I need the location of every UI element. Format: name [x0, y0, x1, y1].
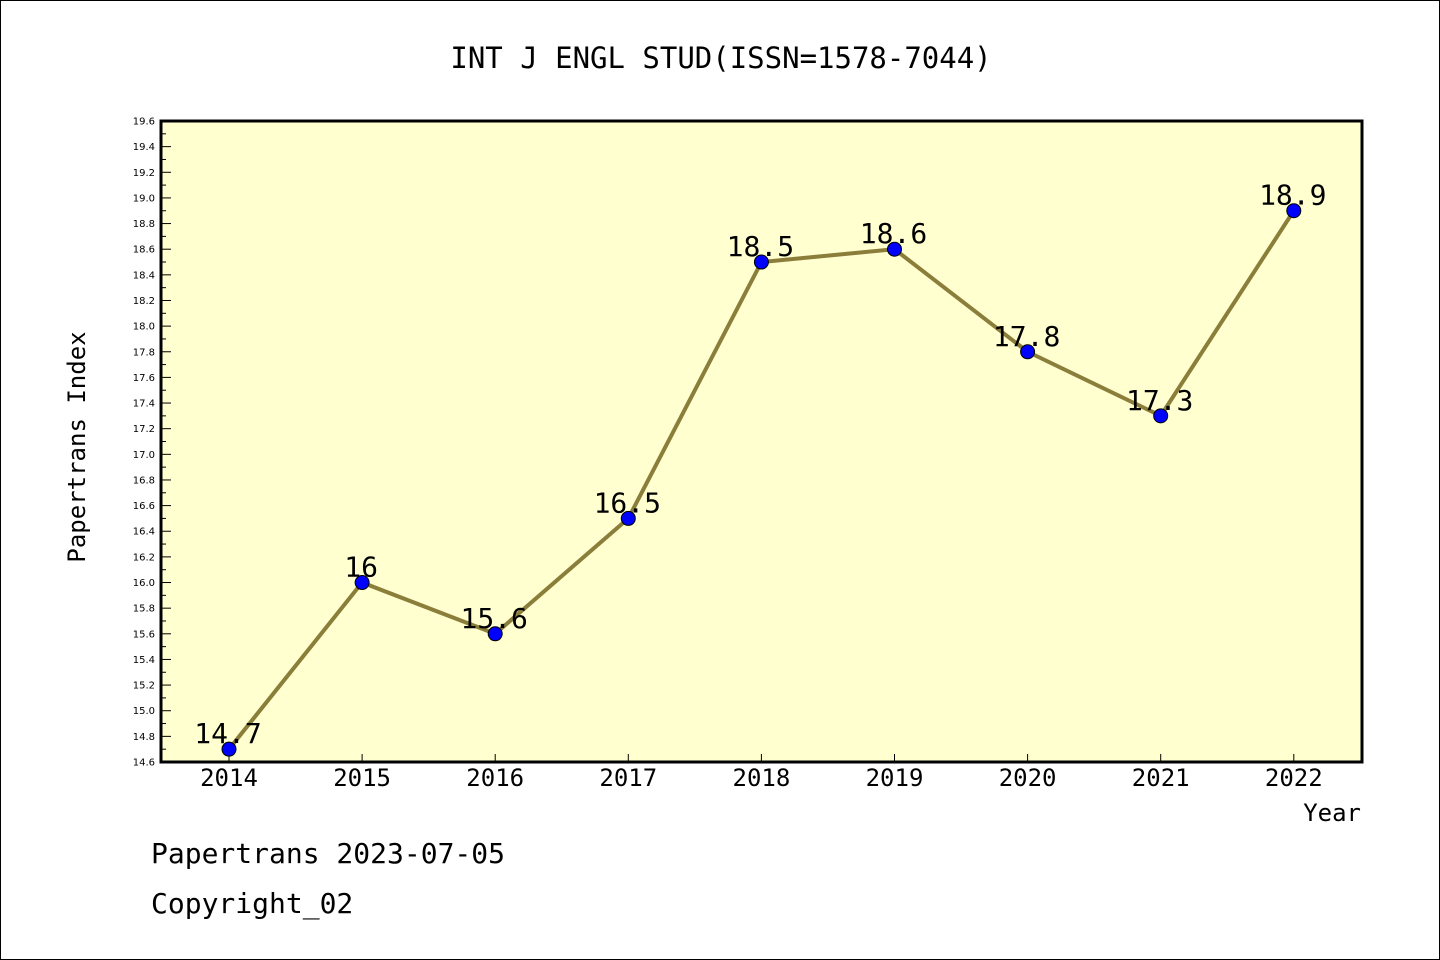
y-tick-label: 16.0 — [133, 578, 155, 589]
data-label: 18.6 — [860, 217, 927, 250]
data-label: 16.5 — [594, 486, 661, 519]
x-tick-label: 2016 — [466, 764, 524, 792]
chart-title: INT J ENGL STUD(ISSN=1578-7044) — [450, 41, 991, 75]
y-tick-label: 19.4 — [133, 142, 155, 153]
data-point — [753, 254, 769, 270]
y-tick-label: 17.2 — [133, 424, 155, 435]
y-tick-label: 18.4 — [133, 270, 155, 281]
footer-copyright: Copyright_02 — [151, 887, 354, 920]
footer-date: Papertrans 2023-07-05 — [151, 837, 506, 870]
x-tick-label: 2017 — [599, 764, 657, 792]
y-tick-label: 19.0 — [133, 193, 155, 204]
y-tick-label: 14.6 — [133, 758, 155, 769]
x-tick-label: 2015 — [333, 764, 391, 792]
y-tick-label: 18.2 — [133, 296, 155, 307]
data-point — [487, 626, 503, 642]
x-axis-label: Year — [1303, 799, 1361, 827]
y-tick-label: 17.8 — [133, 347, 155, 358]
y-tick-label: 17.4 — [133, 399, 155, 410]
y-tick-label: 15.4 — [133, 655, 155, 666]
y-tick-label: 19.6 — [133, 117, 155, 128]
x-tick-label: 2020 — [999, 764, 1057, 792]
data-label: 16 — [344, 551, 378, 584]
y-tick-label: 18.0 — [133, 322, 155, 333]
y-tick-label: 17.6 — [133, 373, 155, 384]
y-tick-label: 17.0 — [133, 450, 155, 461]
y-tick-label: 14.8 — [133, 732, 155, 743]
y-tick-label: 15.0 — [133, 706, 155, 717]
x-axis: 2014 2015 2016 2017 2018 2019 2020 2021 2022 — [200, 754, 1323, 792]
data-label: 17.8 — [993, 320, 1060, 353]
y-tick-label: 19.2 — [133, 168, 155, 179]
data-label: 14.7 — [194, 717, 261, 750]
y-axis-label: Papertrans Index — [63, 331, 91, 562]
y-tick-label: 16.2 — [133, 552, 155, 563]
y-tick-label: 16.6 — [133, 501, 155, 512]
data-label: 18.5 — [727, 230, 794, 263]
x-tick-label: 2019 — [866, 764, 924, 792]
data-label: 17.3 — [1126, 384, 1193, 417]
data-label: 15.6 — [460, 602, 527, 635]
series-layer — [221, 203, 1302, 757]
y-tick-label: 16.4 — [133, 527, 155, 538]
x-tick-label: 2022 — [1265, 764, 1323, 792]
data-point — [887, 241, 902, 257]
y-tick-label: 15.8 — [133, 604, 155, 615]
data-point — [1020, 344, 1036, 360]
y-tick-label: 18.6 — [133, 245, 155, 256]
data-label: 18.9 — [1259, 179, 1326, 212]
x-tick-label: 2014 — [200, 764, 258, 792]
data-point — [620, 510, 636, 526]
y-tick-label: 15.6 — [133, 629, 155, 640]
y-axis: 14.6 14.8 15.0 15.2 15.4 15.6 15.8 16.0 16.2 16.4… — [133, 117, 171, 769]
data-point — [1153, 408, 1169, 424]
x-tick-label: 2018 — [733, 764, 791, 792]
data-point — [1286, 203, 1302, 219]
x-tick-label: 2021 — [1132, 764, 1190, 792]
y-tick-label: 18.8 — [133, 219, 155, 230]
plot-area — [159, 119, 1364, 764]
y-tick-label: 16.8 — [133, 475, 155, 486]
y-tick-label: 15.2 — [133, 681, 155, 692]
data-point — [354, 575, 370, 591]
data-labels: 14.7 16 15.6 16.5 18.5 18.6 17.8 17.3 18.9 — [194, 179, 1326, 750]
data-point — [221, 741, 237, 757]
